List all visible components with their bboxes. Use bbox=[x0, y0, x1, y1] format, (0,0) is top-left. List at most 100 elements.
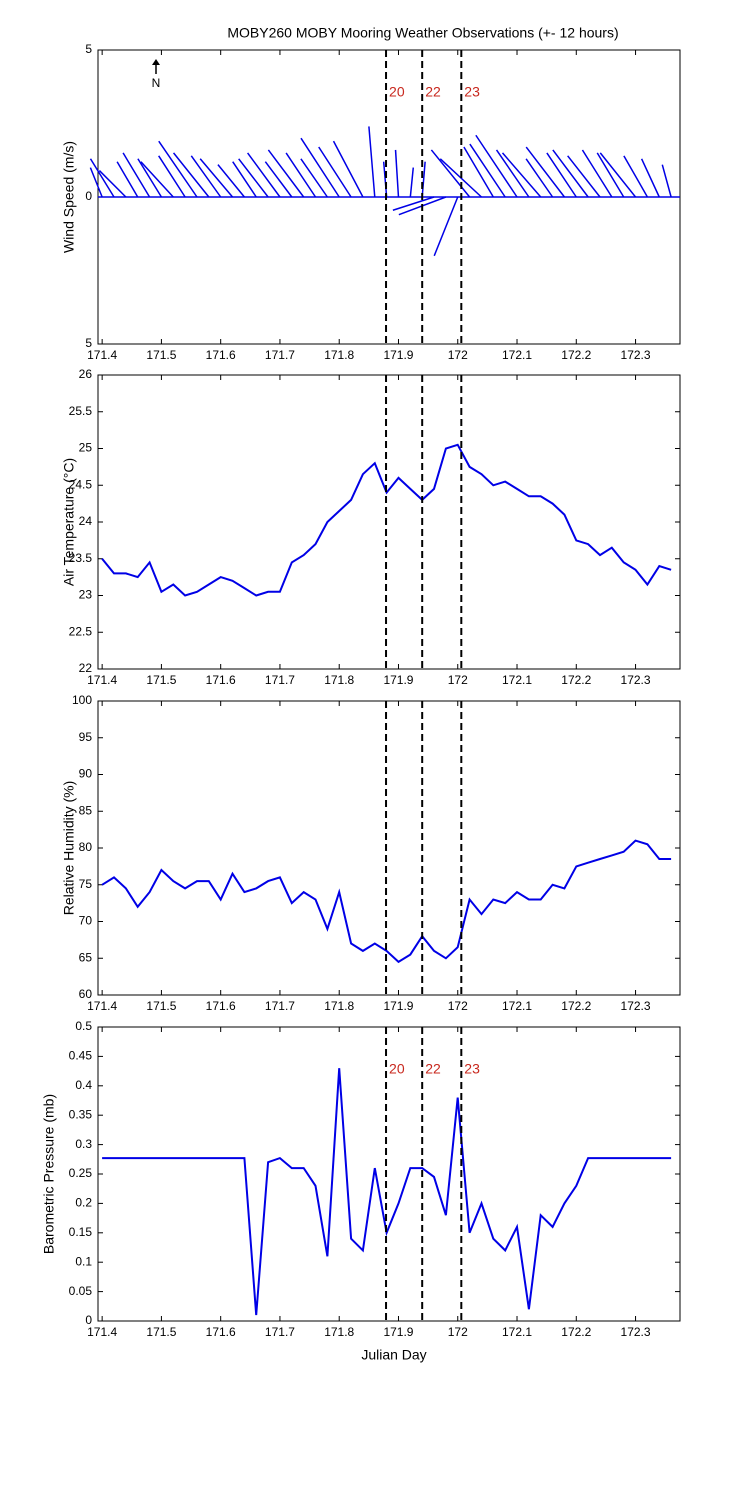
event-label: 20 bbox=[389, 84, 405, 100]
x-tick-label: 171.4 bbox=[87, 1325, 117, 1339]
x-tick-label: 172.1 bbox=[502, 348, 532, 362]
y-tick-label: 90 bbox=[79, 767, 93, 781]
wind-stick bbox=[332, 140, 364, 198]
x-tick-label: 171.5 bbox=[146, 348, 176, 362]
x-tick-label: 171.5 bbox=[146, 1325, 176, 1339]
y-axis-label: Wind Speed (m/s) bbox=[61, 141, 77, 253]
wind-stick bbox=[368, 126, 376, 198]
y-tick-label: 0.1 bbox=[75, 1254, 92, 1268]
y-tick-label: 0.3 bbox=[75, 1137, 92, 1151]
wind-stick bbox=[300, 137, 340, 198]
y-tick-label: 0.4 bbox=[75, 1078, 92, 1092]
y-tick-label: 0 bbox=[85, 189, 92, 203]
y-tick-label: 0.2 bbox=[75, 1196, 92, 1210]
y-tick-label: 65 bbox=[79, 950, 93, 964]
y-tick-label: 22.5 bbox=[69, 624, 93, 638]
y-tick-label: 23.5 bbox=[69, 551, 93, 565]
wind-stick bbox=[469, 143, 506, 198]
wind-stick bbox=[546, 152, 577, 198]
wind-stick bbox=[158, 155, 186, 198]
x-tick-label: 172.1 bbox=[502, 1325, 532, 1339]
event-label: 23 bbox=[464, 1061, 480, 1077]
y-tick-label: 85 bbox=[79, 803, 93, 817]
wind-stick bbox=[158, 140, 198, 198]
x-tick-label: 171.8 bbox=[324, 348, 354, 362]
x-tick-label: 172.2 bbox=[561, 999, 591, 1013]
x-tick-label: 172.2 bbox=[561, 673, 591, 687]
x-tick-label: 171.4 bbox=[87, 348, 117, 362]
y-tick-label: 5 bbox=[85, 336, 92, 350]
north-label: N bbox=[152, 76, 161, 90]
x-tick-label: 171.5 bbox=[146, 999, 176, 1013]
wind-stick bbox=[190, 155, 222, 198]
x-tick-label: 172.3 bbox=[621, 999, 651, 1013]
wind-stick bbox=[596, 152, 625, 198]
x-tick-label: 171.4 bbox=[87, 673, 117, 687]
wind-stick bbox=[661, 164, 672, 198]
event-label: 22 bbox=[425, 84, 441, 100]
x-tick-label: 171.6 bbox=[206, 1325, 236, 1339]
y-tick-label: 24.5 bbox=[69, 477, 93, 491]
y-tick-label: 100 bbox=[72, 693, 92, 707]
y-axis-label: Relative Humidity (%) bbox=[61, 781, 77, 916]
wind-stick bbox=[89, 167, 103, 198]
event-label: 23 bbox=[464, 84, 480, 100]
x-tick-label: 172.3 bbox=[621, 673, 651, 687]
x-tick-label: 171.9 bbox=[383, 348, 413, 362]
wind-stick bbox=[382, 161, 388, 198]
x-tick-label: 171.8 bbox=[324, 1325, 354, 1339]
y-axis-label: Air Temperature (°C) bbox=[61, 458, 77, 586]
wind-stick bbox=[172, 152, 210, 198]
wind-stick bbox=[285, 152, 317, 198]
x-tick-label: 171.7 bbox=[265, 1325, 295, 1339]
wind-stick bbox=[392, 196, 435, 211]
x-tick-label: 171.5 bbox=[146, 673, 176, 687]
wind-stick bbox=[567, 155, 601, 198]
y-tick-label: 0.15 bbox=[69, 1225, 93, 1239]
wind-stick bbox=[501, 152, 542, 198]
event-label: 22 bbox=[425, 1061, 441, 1077]
wind-stick bbox=[264, 161, 293, 198]
y-tick-label: 95 bbox=[79, 730, 93, 744]
x-tick-label: 171.7 bbox=[265, 999, 295, 1013]
wind-stick bbox=[525, 146, 566, 198]
wind-stick bbox=[421, 161, 426, 198]
wind-stick bbox=[433, 196, 459, 257]
x-tick-label: 171.7 bbox=[265, 348, 295, 362]
wind-stick bbox=[140, 161, 174, 198]
wind-stick bbox=[247, 152, 281, 198]
wind-stick bbox=[116, 161, 139, 198]
x-tick-label: 172 bbox=[448, 999, 468, 1013]
wind-stick bbox=[475, 134, 518, 198]
x-tick-label: 171.6 bbox=[206, 673, 236, 687]
wind-stick bbox=[300, 158, 328, 198]
x-tick-label: 172.3 bbox=[621, 348, 651, 362]
x-tick-label: 171.9 bbox=[383, 673, 413, 687]
wind-stick bbox=[232, 161, 257, 198]
y-tick-label: 0.35 bbox=[69, 1107, 93, 1121]
y-tick-label: 0.45 bbox=[69, 1049, 93, 1063]
x-tick-label: 172 bbox=[448, 1325, 468, 1339]
y-tick-label: 60 bbox=[79, 987, 93, 1001]
y-tick-label: 26 bbox=[79, 367, 93, 381]
wind-stick bbox=[525, 158, 554, 198]
wind-stick bbox=[640, 158, 660, 198]
wind-stick bbox=[394, 149, 400, 198]
y-tick-label: 0.25 bbox=[69, 1166, 93, 1180]
wind-stick bbox=[581, 149, 613, 198]
x-tick-label: 171.9 bbox=[383, 1325, 413, 1339]
y-tick-label: 5 bbox=[85, 42, 92, 56]
data-line bbox=[101, 443, 672, 597]
x-tick-label: 171.7 bbox=[265, 673, 295, 687]
wind-stick bbox=[137, 158, 163, 198]
y-axis-label: Barometric Pressure (mb) bbox=[41, 1094, 57, 1254]
data-line bbox=[101, 839, 672, 964]
wind-stick bbox=[267, 149, 305, 198]
wind-stick bbox=[122, 152, 151, 198]
chart-title: MOBY260 MOBY Mooring Weather Observation… bbox=[227, 25, 618, 41]
x-tick-label: 171.9 bbox=[383, 999, 413, 1013]
x-tick-label: 172.3 bbox=[621, 1325, 651, 1339]
y-tick-label: 25.5 bbox=[69, 404, 93, 418]
x-tick-label: 172.2 bbox=[561, 1325, 591, 1339]
